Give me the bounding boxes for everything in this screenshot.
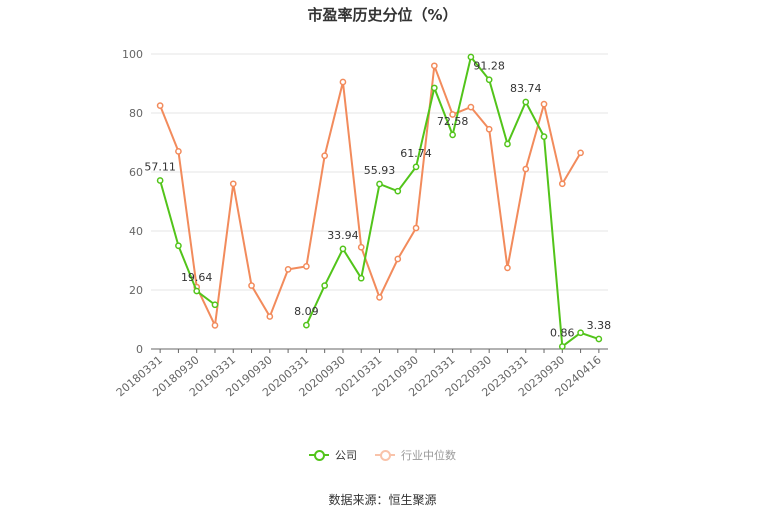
data-point-industry: [339, 78, 347, 86]
data-point-industry: [394, 255, 402, 263]
legend-industry-swatch: [375, 449, 395, 461]
data-point-company: [394, 187, 402, 195]
label-layer: 57.11 19.64 8.09 33.94 55.93 61.74 72.58 91.28 8…: [144, 60, 611, 340]
data-point-industry: [229, 180, 237, 188]
legend-item-industry[interactable]: 行业中位数: [375, 447, 456, 463]
y-tick-label: 80: [129, 107, 143, 120]
data-point-industry: [412, 224, 420, 232]
data-source: 数据来源：恒生聚源: [328, 493, 437, 507]
data-point-industry: [430, 62, 438, 70]
data-point-industry: [303, 263, 310, 270]
data-point-company: [522, 98, 530, 106]
data-point-industry: [522, 165, 530, 173]
data-label: 33.94: [327, 229, 359, 242]
data-label: 0.86: [550, 326, 575, 339]
data-point-company: [175, 242, 182, 250]
data-point-company: [467, 53, 475, 61]
data-point-company: [485, 76, 493, 84]
data-point-industry: [175, 148, 182, 155]
data-point-industry: [248, 282, 255, 289]
data-point-industry: [321, 152, 329, 160]
data-label: 57.11: [144, 161, 176, 174]
data-point-industry: [357, 243, 365, 251]
legend-item-company[interactable]: 公司: [309, 447, 357, 463]
data-point-company: [193, 287, 201, 295]
data-point-industry: [266, 313, 274, 320]
data-point-company: [339, 245, 347, 253]
y-tick-label: 0: [136, 343, 143, 356]
legend-company-swatch: [309, 449, 329, 461]
legend-industry-label: 行业中位数: [401, 449, 456, 462]
data-point-company: [449, 131, 456, 139]
data-point-company: [504, 140, 511, 148]
series-line-industry: [159, 64, 582, 327]
data-point-industry: [211, 322, 219, 329]
chart-title: 市盈率历史分位（%）: [307, 6, 458, 24]
data-label: 83.74: [510, 82, 542, 95]
data-point-company: [211, 301, 219, 309]
data-label: 19.64: [181, 271, 213, 284]
line-chart: 0204060801002018033120180930201903312019…: [114, 48, 611, 399]
data-label: 55.93: [364, 164, 396, 177]
y-tick-label: 20: [129, 284, 143, 297]
data-point-company: [540, 133, 548, 140]
data-point-industry: [376, 294, 383, 301]
data-point-industry: [449, 111, 456, 118]
data-point-industry: [284, 266, 292, 273]
data-point-industry: [485, 125, 493, 133]
series-line-company: [159, 180, 216, 306]
data-point-company: [303, 321, 310, 329]
y-tick-label: 100: [122, 48, 143, 61]
data-label: 8.09: [294, 305, 319, 318]
legend: 公司 行业中位数: [0, 447, 765, 463]
data-point-company: [595, 335, 603, 343]
data-label: 72.58: [437, 115, 469, 128]
data-point-company: [558, 343, 566, 350]
data-point-company: [156, 177, 164, 184]
data-point-company: [357, 274, 365, 282]
data-point-company: [412, 163, 420, 171]
data-point-company: [376, 180, 383, 188]
data-label: 91.28: [473, 60, 505, 73]
data-point-industry: [156, 102, 164, 109]
data-point-industry: [540, 100, 548, 108]
y-tick-label: 40: [129, 225, 143, 238]
data-point-industry: [467, 103, 475, 111]
data-point-industry: [558, 180, 566, 188]
series-line-company: [305, 55, 600, 348]
series-layer: [156, 53, 603, 350]
data-label: 61.74: [400, 147, 432, 160]
data-point-company: [321, 282, 329, 289]
legend-company-label: 公司: [335, 449, 357, 462]
data-point-industry: [504, 264, 511, 272]
data-point-industry: [577, 149, 584, 157]
data-point-company: [577, 329, 584, 337]
y-tick-label: 60: [129, 166, 143, 179]
data-point-company: [430, 84, 438, 92]
data-label: 3.38: [587, 319, 612, 332]
